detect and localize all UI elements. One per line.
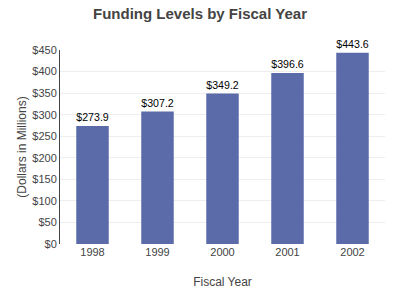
svg-text:$396.6: $396.6 [271, 58, 304, 70]
svg-text:$50: $50 [38, 216, 56, 228]
svg-text:(Dollars in Millions): (Dollars in Millions) [15, 96, 29, 197]
svg-text:1998: 1998 [80, 246, 104, 258]
svg-text:Fiscal Year: Fiscal Year [193, 275, 252, 289]
svg-text:2002: 2002 [340, 246, 364, 258]
svg-text:$307.2: $307.2 [141, 97, 174, 109]
svg-text:1999: 1999 [145, 246, 169, 258]
svg-text:Funding Levels by Fiscal Year: Funding Levels by Fiscal Year [93, 5, 307, 22]
svg-text:$0: $0 [45, 238, 57, 250]
svg-text:$150: $150 [32, 173, 56, 185]
svg-text:$349.2: $349.2 [206, 79, 239, 91]
svg-text:2000: 2000 [210, 246, 234, 258]
svg-text:2001: 2001 [275, 246, 299, 258]
svg-text:$200: $200 [32, 152, 56, 164]
svg-text:$250: $250 [32, 130, 56, 142]
svg-text:$300: $300 [32, 109, 56, 121]
svg-text:$350: $350 [32, 87, 56, 99]
svg-text:$273.9: $273.9 [76, 111, 109, 123]
svg-text:$443.6: $443.6 [336, 38, 369, 50]
svg-text:$100: $100 [32, 195, 56, 207]
svg-text:$450: $450 [32, 44, 56, 56]
svg-text:$400: $400 [32, 65, 56, 77]
